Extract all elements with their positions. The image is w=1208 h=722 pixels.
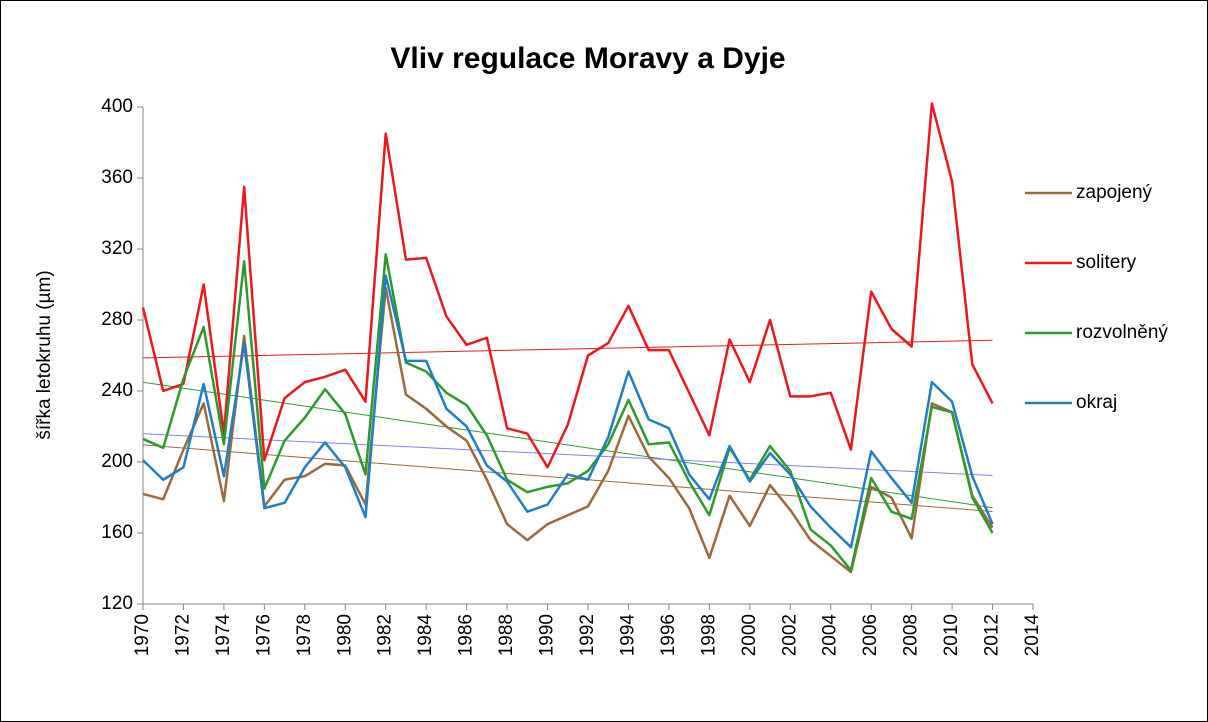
x-tick-label: 2006 bbox=[860, 614, 881, 656]
series-line bbox=[142, 286, 994, 574]
y-tick-label: 280 bbox=[101, 309, 133, 330]
x-tick-label: 2002 bbox=[779, 614, 800, 656]
x-tick-label: 1986 bbox=[456, 614, 477, 656]
x-tick-label: 1990 bbox=[537, 614, 558, 656]
x-tick-label: 2010 bbox=[941, 614, 962, 656]
trend-line bbox=[142, 444, 993, 512]
x-tick-label: 1982 bbox=[375, 614, 396, 656]
legend-label: zapojený bbox=[1076, 182, 1153, 203]
series-line bbox=[141, 102, 994, 469]
x-tick-label: 1984 bbox=[415, 614, 436, 657]
trend-line bbox=[142, 339, 993, 359]
x-tick-label: 2012 bbox=[982, 614, 1003, 656]
x-tick-label: 1988 bbox=[496, 614, 517, 656]
x-tick-label: 1996 bbox=[658, 614, 679, 656]
legend-label: okraj bbox=[1076, 392, 1117, 413]
x-tick-label: 2004 bbox=[820, 614, 841, 657]
y-tick-label: 120 bbox=[101, 593, 133, 614]
x-tick-label: 1974 bbox=[213, 614, 234, 657]
x-tick-label: 1980 bbox=[334, 614, 355, 656]
y-tick-label: 160 bbox=[101, 522, 133, 543]
legend-label: rozvolněný bbox=[1076, 322, 1168, 343]
x-tick-label: 2000 bbox=[739, 614, 760, 656]
x-tick-label: 1972 bbox=[172, 614, 193, 656]
x-tick-label: 1978 bbox=[294, 614, 315, 656]
legend-label: solitery bbox=[1076, 252, 1137, 273]
y-tick-label: 360 bbox=[101, 167, 133, 188]
series-line bbox=[142, 253, 994, 572]
x-tick-label: 1970 bbox=[132, 614, 153, 656]
x-tick-label: 2008 bbox=[901, 614, 922, 656]
x-tick-label: 1976 bbox=[253, 614, 274, 656]
y-tick-label: 240 bbox=[101, 380, 133, 401]
y-axis-label: šířka letokruhu (µm) bbox=[34, 270, 55, 439]
trend-line bbox=[142, 381, 993, 509]
x-tick-label: 1994 bbox=[617, 614, 638, 657]
chart-title: Vliv regulace Moravy a Dyje bbox=[390, 42, 785, 75]
series-line bbox=[142, 274, 994, 549]
y-tick-label: 400 bbox=[101, 96, 133, 117]
x-tick-label: 1992 bbox=[577, 614, 598, 656]
x-tick-label: 2014 bbox=[1022, 614, 1043, 657]
y-tick-label: 200 bbox=[101, 451, 133, 472]
x-tick-label: 1998 bbox=[698, 614, 719, 656]
y-tick-label: 320 bbox=[101, 238, 133, 259]
